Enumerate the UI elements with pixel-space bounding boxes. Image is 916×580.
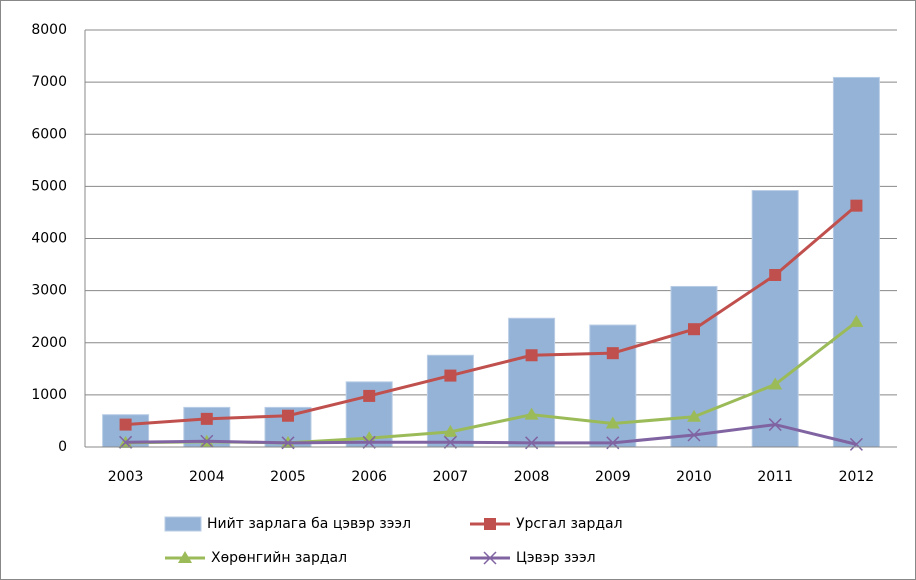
marker bbox=[849, 437, 863, 451]
marker bbox=[362, 431, 377, 444]
legend-marker bbox=[483, 551, 497, 565]
x-tick-label: 2008 bbox=[514, 469, 550, 485]
x-tick-label: 2009 bbox=[595, 469, 631, 485]
marker bbox=[443, 435, 457, 449]
x-tick-label: 2007 bbox=[433, 469, 469, 485]
x-tick-label: 2003 bbox=[108, 469, 144, 485]
bar bbox=[508, 317, 556, 448]
marker bbox=[687, 409, 701, 422]
legend-marker bbox=[484, 518, 496, 530]
x-tick-label: 2012 bbox=[839, 469, 875, 485]
x-tick-label: 2004 bbox=[189, 469, 225, 485]
marker bbox=[687, 428, 701, 442]
line bbox=[125, 423, 857, 446]
y-tick-label: 5000 bbox=[31, 178, 67, 194]
y-tick-label: 7000 bbox=[31, 74, 67, 90]
marker bbox=[363, 389, 376, 402]
legend-label: Хөрөнгийн зардал bbox=[211, 550, 347, 566]
marker bbox=[524, 407, 539, 420]
x-tick-label: 2011 bbox=[757, 469, 793, 485]
marker bbox=[119, 435, 133, 449]
marker bbox=[768, 418, 782, 432]
bar bbox=[751, 190, 799, 448]
y-tick-label: 6000 bbox=[31, 126, 67, 142]
y-tick-label: 0 bbox=[58, 439, 67, 455]
x-tick-label: 2010 bbox=[676, 469, 712, 485]
legend-marker bbox=[178, 551, 192, 563]
marker bbox=[850, 199, 863, 212]
marker bbox=[849, 314, 864, 327]
y-tick-label: 3000 bbox=[31, 283, 67, 299]
bar bbox=[670, 285, 718, 448]
marker bbox=[362, 435, 376, 449]
marker bbox=[119, 418, 132, 431]
marker bbox=[443, 424, 458, 437]
marker bbox=[282, 409, 294, 422]
legend-label: Урсгал зардал bbox=[516, 516, 623, 532]
marker bbox=[200, 412, 213, 425]
y-tick-label: 1000 bbox=[31, 387, 67, 403]
legend-label: Нийт зарлага ба цэвэр зээл bbox=[207, 516, 411, 532]
marker bbox=[688, 323, 700, 336]
marker bbox=[769, 268, 782, 281]
x-tick-label: 2005 bbox=[270, 469, 306, 485]
marker bbox=[200, 434, 214, 448]
bar bbox=[832, 76, 880, 448]
legend-swatch bbox=[164, 516, 202, 532]
marker bbox=[606, 347, 619, 360]
marker bbox=[605, 416, 620, 429]
marker bbox=[444, 369, 457, 382]
legend-label: Цэвэр зээл bbox=[516, 550, 596, 566]
marker bbox=[525, 349, 538, 362]
y-tick-label: 2000 bbox=[31, 335, 67, 351]
x-tick-label: 2006 bbox=[351, 469, 387, 485]
line bbox=[125, 204, 858, 427]
y-tick-label: 8000 bbox=[31, 22, 67, 38]
marker bbox=[768, 377, 783, 390]
bar bbox=[589, 324, 637, 448]
y-tick-label: 4000 bbox=[31, 231, 67, 247]
